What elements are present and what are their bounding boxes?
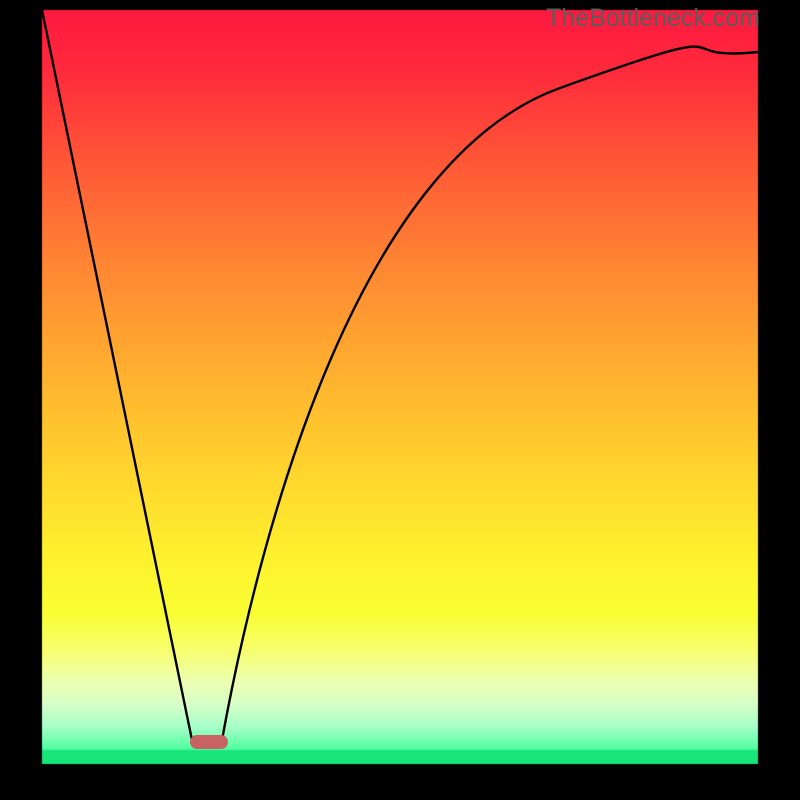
curve-right-arc [222,47,758,740]
curve-left-line [42,10,192,740]
chart-container: TheBottleneck.com [0,0,800,800]
watermark-text: TheBottleneck.com [546,4,760,33]
curve-overlay [0,0,800,800]
bottleneck-marker [190,735,228,749]
